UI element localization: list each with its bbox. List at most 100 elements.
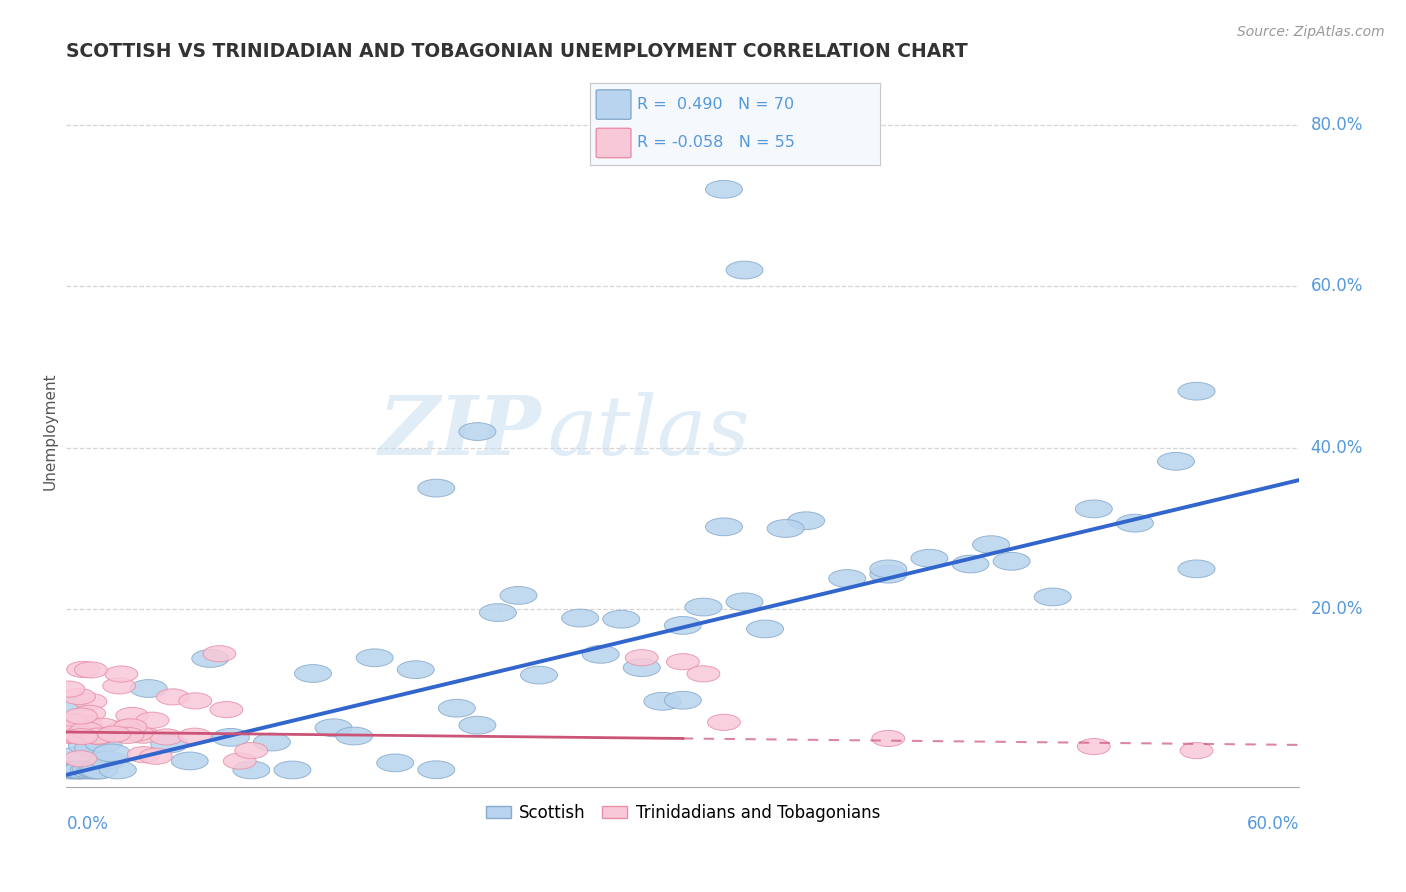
- Ellipse shape: [172, 752, 208, 770]
- Ellipse shape: [520, 666, 558, 684]
- Ellipse shape: [156, 689, 190, 705]
- Ellipse shape: [191, 649, 229, 667]
- Y-axis label: Unemployment: Unemployment: [44, 373, 58, 491]
- Ellipse shape: [1178, 560, 1215, 578]
- Ellipse shape: [52, 725, 84, 741]
- Ellipse shape: [65, 727, 98, 743]
- Ellipse shape: [501, 587, 537, 604]
- Ellipse shape: [69, 714, 101, 730]
- Ellipse shape: [65, 729, 98, 745]
- Ellipse shape: [418, 761, 454, 779]
- Ellipse shape: [418, 479, 454, 497]
- Ellipse shape: [150, 735, 187, 753]
- Ellipse shape: [52, 728, 84, 744]
- Ellipse shape: [603, 610, 640, 628]
- Ellipse shape: [103, 678, 135, 694]
- Ellipse shape: [458, 423, 496, 441]
- Ellipse shape: [75, 662, 107, 678]
- Ellipse shape: [235, 742, 267, 759]
- Ellipse shape: [70, 716, 103, 732]
- Ellipse shape: [294, 665, 332, 682]
- Ellipse shape: [65, 761, 101, 779]
- Ellipse shape: [139, 748, 172, 764]
- Ellipse shape: [179, 693, 212, 709]
- Text: 80.0%: 80.0%: [1310, 116, 1362, 134]
- Ellipse shape: [52, 761, 89, 779]
- Ellipse shape: [131, 680, 167, 698]
- Ellipse shape: [87, 718, 120, 734]
- Ellipse shape: [83, 728, 117, 744]
- Text: 0.0%: 0.0%: [66, 815, 108, 833]
- Ellipse shape: [665, 691, 702, 709]
- Ellipse shape: [479, 604, 516, 622]
- Ellipse shape: [626, 649, 658, 665]
- Ellipse shape: [1076, 500, 1112, 517]
- Ellipse shape: [100, 761, 136, 779]
- Ellipse shape: [377, 754, 413, 772]
- Ellipse shape: [63, 750, 97, 767]
- Ellipse shape: [1178, 383, 1215, 401]
- Ellipse shape: [53, 722, 86, 738]
- Ellipse shape: [870, 560, 907, 578]
- Ellipse shape: [65, 708, 97, 724]
- Ellipse shape: [52, 726, 84, 742]
- Ellipse shape: [82, 728, 114, 744]
- Ellipse shape: [1077, 739, 1111, 755]
- Ellipse shape: [121, 725, 153, 741]
- Ellipse shape: [1157, 452, 1195, 470]
- Legend: Scottish, Trinidadians and Tobagonians: Scottish, Trinidadians and Tobagonians: [479, 797, 887, 829]
- Ellipse shape: [315, 719, 352, 737]
- Ellipse shape: [952, 555, 988, 573]
- Ellipse shape: [115, 707, 149, 723]
- Ellipse shape: [561, 609, 599, 627]
- Ellipse shape: [336, 727, 373, 745]
- Ellipse shape: [747, 620, 783, 638]
- Ellipse shape: [63, 689, 96, 705]
- Ellipse shape: [274, 761, 311, 779]
- Text: 60.0%: 60.0%: [1310, 277, 1362, 295]
- Ellipse shape: [707, 714, 741, 731]
- Text: 20.0%: 20.0%: [1310, 600, 1362, 618]
- Ellipse shape: [70, 761, 107, 779]
- Ellipse shape: [356, 648, 394, 666]
- Ellipse shape: [136, 712, 169, 728]
- Ellipse shape: [70, 722, 103, 739]
- Ellipse shape: [666, 654, 699, 670]
- Text: 60.0%: 60.0%: [1247, 815, 1299, 833]
- Ellipse shape: [66, 661, 100, 678]
- Ellipse shape: [209, 701, 243, 718]
- Ellipse shape: [53, 714, 86, 731]
- Ellipse shape: [72, 726, 105, 742]
- Ellipse shape: [1180, 742, 1213, 759]
- Ellipse shape: [1035, 588, 1071, 606]
- Ellipse shape: [66, 721, 104, 739]
- Ellipse shape: [97, 726, 131, 742]
- Ellipse shape: [111, 727, 143, 743]
- Ellipse shape: [80, 761, 118, 779]
- Ellipse shape: [79, 761, 115, 779]
- Ellipse shape: [872, 731, 905, 747]
- Text: ZIP: ZIP: [378, 392, 541, 472]
- Ellipse shape: [89, 751, 127, 769]
- Ellipse shape: [127, 727, 160, 743]
- Ellipse shape: [82, 728, 114, 745]
- Ellipse shape: [58, 761, 96, 779]
- Ellipse shape: [582, 646, 619, 664]
- Ellipse shape: [911, 549, 948, 567]
- Ellipse shape: [84, 735, 122, 753]
- Text: atlas: atlas: [547, 392, 749, 472]
- Ellipse shape: [75, 739, 111, 757]
- Ellipse shape: [128, 747, 160, 763]
- Ellipse shape: [52, 717, 84, 733]
- Ellipse shape: [768, 520, 804, 537]
- Ellipse shape: [98, 724, 131, 741]
- Ellipse shape: [53, 714, 87, 730]
- Ellipse shape: [56, 747, 93, 765]
- Ellipse shape: [65, 726, 97, 743]
- Ellipse shape: [623, 659, 661, 676]
- Text: 40.0%: 40.0%: [1310, 439, 1362, 457]
- Ellipse shape: [150, 729, 183, 745]
- Ellipse shape: [69, 737, 105, 755]
- Ellipse shape: [665, 616, 702, 634]
- Ellipse shape: [439, 699, 475, 717]
